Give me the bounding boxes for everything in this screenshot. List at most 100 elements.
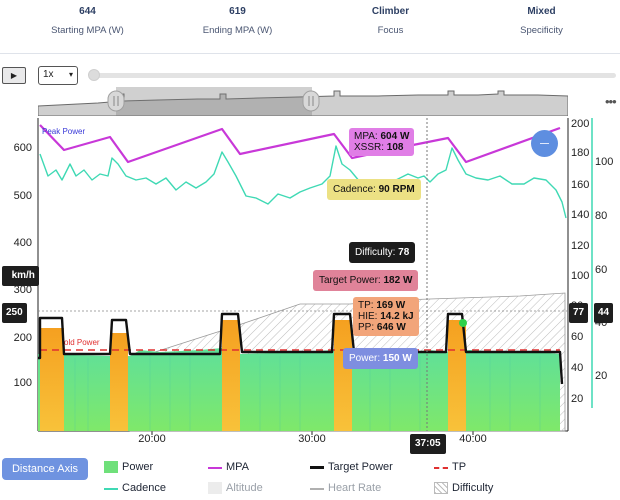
play-button[interactable]: ▶ — [2, 67, 26, 84]
cursor-marker — [459, 319, 467, 327]
badge-dot — [13, 274, 15, 276]
mpa-line — [39, 124, 561, 164]
cadence-swatch — [104, 488, 118, 490]
minimap-selection — [116, 87, 312, 116]
stat-label: Focus — [377, 25, 404, 36]
right-axis-ticks-a: 200 180 160 140 120 100 80 60 40 20 — [571, 118, 589, 405]
stat-label: Starting MPA (W) — [51, 25, 124, 36]
tooltip-label: XSSR: — [354, 142, 385, 153]
workout-chart[interactable]: 600 500 400 300 200 100 200 180 160 140 … — [0, 118, 620, 458]
left-tick: 200 — [14, 332, 32, 344]
legend-difficulty[interactable]: Difficulty — [452, 482, 494, 494]
overview-minimap[interactable] — [38, 87, 568, 116]
altitude-swatch — [208, 482, 222, 494]
target-power-tooltip: Target Power: 182 W — [313, 270, 419, 291]
right-tick: 160 — [571, 179, 589, 191]
tooltip-label: Difficulty: — [355, 247, 396, 258]
power-interval — [40, 328, 64, 431]
minimap-left-handle — [107, 90, 125, 112]
x-axis-ticks: 20:00 30:00 40:00 — [138, 431, 487, 445]
right-axis-ticks-b: 100 80 60 40 20 — [595, 156, 613, 382]
stat-starting-mpa: 644 Starting MPA (W) — [10, 6, 165, 36]
tooltip-label: TP: — [358, 300, 374, 311]
speed-unit: km/h — [11, 270, 35, 281]
heart-rate-swatch — [310, 488, 324, 490]
legend-power[interactable]: Power — [122, 461, 154, 473]
scrubber-handle[interactable] — [88, 69, 100, 81]
cadence-tick: 80 — [595, 210, 607, 222]
minus-icon — [540, 143, 549, 144]
tooltip-label: PP: — [358, 322, 375, 333]
right-tick: 60 — [571, 331, 583, 343]
legend-target-power[interactable]: Target Power — [328, 461, 393, 473]
distance-axis-button[interactable]: Distance Axis — [2, 458, 88, 480]
mpa-tooltip: MPA: 604 W XSSR: 108 — [349, 128, 415, 156]
target-power-line — [38, 312, 564, 385]
tooltip-label: HIE: — [358, 311, 378, 322]
mpa-swatch — [208, 467, 222, 469]
tooltip-value: 90 RPM — [378, 184, 415, 195]
play-icon: ▶ — [10, 70, 18, 80]
left-tick: 600 — [14, 142, 32, 154]
x-tick: 30:00 — [298, 433, 326, 445]
tooltip-label: Cadence: — [333, 184, 376, 195]
right-tick: 140 — [571, 209, 589, 221]
x-tick: 40:00 — [459, 433, 487, 445]
playback-scrubber[interactable] — [90, 73, 616, 78]
right-tick: 40 — [571, 362, 583, 374]
minimap-right-handle — [302, 90, 320, 112]
zoom-out-button[interactable] — [531, 130, 558, 157]
right-tick: 100 — [571, 270, 589, 282]
peak-power-label: Peak Power — [42, 127, 85, 136]
left-tick: 300 — [14, 284, 32, 296]
left-tick: 500 — [14, 190, 32, 202]
cadence-line — [39, 145, 567, 219]
left-tick: 100 — [14, 377, 32, 389]
right-tick: 200 — [571, 118, 589, 130]
tooltip-label: MPA: — [354, 131, 378, 142]
left-axis-ticks: 600 500 400 300 200 100 — [14, 142, 32, 389]
right-tick: 120 — [571, 240, 589, 252]
right-tick: 180 — [571, 147, 589, 159]
power-area — [38, 348, 560, 431]
power-swatch — [104, 461, 118, 473]
tooltip-value: 169 W — [376, 300, 406, 311]
left-value-badge: 250 — [2, 303, 27, 323]
tp-tooltip: TP: 169 W HIE: 14.2 kJ PP: 646 W — [353, 297, 419, 336]
tp-swatch — [434, 467, 448, 469]
legend-mpa[interactable]: MPA — [226, 461, 250, 473]
power-interval — [334, 320, 352, 431]
legend-altitude[interactable]: Altitude — [226, 482, 263, 494]
tooltip-value: 150 W — [382, 353, 412, 364]
stat-ending-mpa: 619 Ending MPA (W) — [160, 6, 315, 36]
cadence-tick: 100 — [595, 156, 613, 168]
cadence-value-badge: 44 — [594, 303, 614, 323]
stat-label: Ending MPA (W) — [202, 25, 273, 36]
speed-value: 1x — [43, 69, 54, 80]
chevron-down-icon: ▾ — [68, 70, 73, 79]
speed-unit-badge: km/h — [2, 266, 39, 286]
more-options-icon[interactable]: ••• — [605, 94, 617, 109]
power-interval — [448, 320, 466, 431]
cadence-tick: 60 — [595, 264, 607, 276]
speed-select[interactable]: 1x ▾ — [38, 66, 78, 85]
difficulty-tooltip: Difficulty: 78 — [349, 242, 416, 263]
tooltip-label: Power: — [349, 353, 381, 364]
legend-cadence[interactable]: Cadence — [122, 482, 167, 494]
left-tick: 400 — [14, 237, 32, 249]
legend-tp[interactable]: TP — [452, 461, 467, 473]
tooltip-value: 646 W — [376, 322, 406, 333]
tooltip-label: Target Power: — [319, 275, 381, 286]
tooltip-value: 108 — [386, 142, 404, 153]
stat-value: 619 — [229, 6, 246, 17]
stat-value: 644 — [79, 6, 96, 17]
legend-heart-rate[interactable]: Heart Rate — [328, 482, 382, 494]
difficulty-swatch — [434, 482, 448, 494]
tooltip-value: 14.2 kJ — [380, 311, 414, 322]
workout-stats: 644 Starting MPA (W) 619 Ending MPA (W) … — [0, 0, 620, 44]
right-tick: 20 — [571, 393, 583, 405]
tooltip-value: 78 — [398, 247, 410, 258]
power-interval — [222, 320, 240, 431]
stat-value: Mixed — [527, 6, 556, 17]
stat-label: Specificity — [520, 25, 563, 36]
